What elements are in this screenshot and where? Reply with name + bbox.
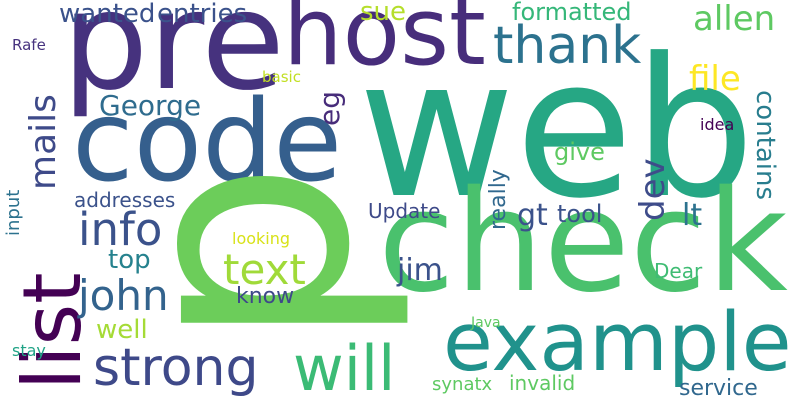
cloud-word: mails xyxy=(23,94,64,190)
cloud-word: tool xyxy=(557,200,602,228)
cloud-word: info xyxy=(78,203,162,256)
cloud-word: basic xyxy=(262,68,301,86)
cloud-word: john xyxy=(77,271,169,320)
cloud-word: eg xyxy=(313,91,346,126)
cloud-word: allen xyxy=(693,0,775,39)
cloud-word: stay xyxy=(12,341,46,360)
cloud-word: strong xyxy=(93,338,259,398)
cloud-word: well xyxy=(96,315,148,345)
cloud-word: Update xyxy=(368,199,440,223)
cloud-word: input xyxy=(3,190,24,236)
cloud-word: jim xyxy=(396,253,443,288)
cloud-word: looking xyxy=(232,229,290,248)
cloud-word: synatx xyxy=(432,374,493,395)
cloud-word: gt xyxy=(517,198,548,233)
cloud-word: Rafe xyxy=(12,36,46,54)
cloud-word: contains xyxy=(750,90,780,200)
cloud-word: text xyxy=(223,245,306,294)
cloud-word: sue xyxy=(360,0,406,27)
cloud-word: thank xyxy=(493,16,641,76)
cloud-word: idea xyxy=(700,115,734,134)
cloud-word: wanted xyxy=(59,0,155,29)
cloud-word: formatted xyxy=(512,0,631,26)
cloud-word: top xyxy=(108,245,151,275)
cloud-word: entries xyxy=(157,0,247,29)
cloud-word: list xyxy=(6,273,99,391)
cloud-word: Dear xyxy=(654,259,703,283)
cloud-word: service xyxy=(679,376,758,400)
cloud-word: lt xyxy=(682,198,702,233)
cloud-word: web xyxy=(358,18,755,241)
cloud-word: Java xyxy=(470,315,501,331)
cloud-word: George xyxy=(99,89,201,122)
cloud-word: really xyxy=(486,169,511,230)
cloud-word: give xyxy=(554,138,605,166)
cloud-word: code xyxy=(72,77,342,207)
cloud-word: pre xyxy=(62,0,285,121)
cloud-word: p xyxy=(67,160,416,350)
cloud-word: know xyxy=(236,284,294,309)
cloud-word: example xyxy=(443,296,792,390)
cloud-word: host xyxy=(283,0,486,87)
cloud-word: addresses xyxy=(74,188,175,212)
cloud-word: file xyxy=(689,59,741,99)
cloud-word: dev xyxy=(633,158,673,221)
cloud-word: check xyxy=(378,161,788,324)
cloud-word: invalid xyxy=(509,371,575,395)
cloud-word: will xyxy=(293,332,395,400)
